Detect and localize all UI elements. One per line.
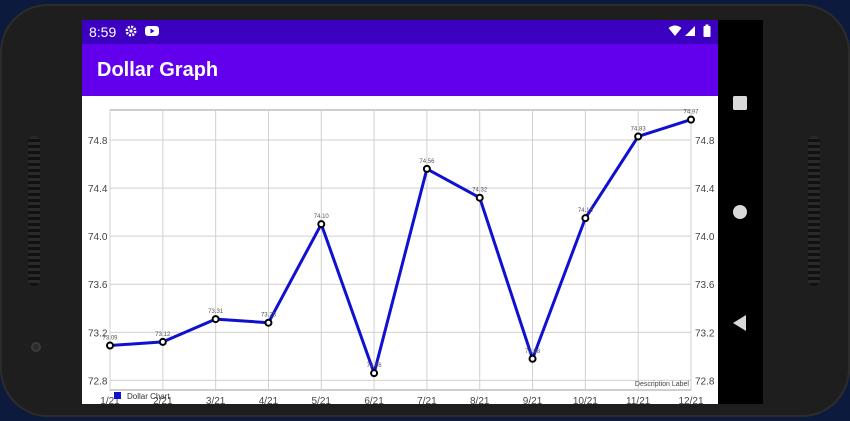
data-point (687, 115, 695, 124)
wifi-icon (668, 25, 682, 36)
data-point (528, 354, 537, 363)
data-label: 73.09 (102, 336, 118, 342)
app-title: Dollar Graph (97, 59, 219, 81)
y-tick-label-right: 74.4 (695, 184, 715, 195)
status-bar: 8:59 (82, 20, 718, 44)
x-tick-label: 4/21 (259, 396, 279, 404)
data-label: 72.98 (525, 349, 541, 355)
x-tick-label: 7/21 (417, 396, 437, 404)
settings-gear-icon (125, 25, 137, 37)
line-chart[interactable]: 72.8 72.8 73.2 73.2 73.6 73.6 74.0 74.0 74.4 74.4… (82, 96, 718, 404)
data-point (106, 341, 114, 350)
y-tick-label-right: 73.2 (695, 328, 715, 339)
y-tick-label-left: 74.4 (88, 184, 108, 195)
chart-area: 72.8 72.8 73.2 73.2 73.6 73.6 74.0 74.0 74.4 74.4… (82, 96, 718, 404)
legend-swatch (114, 392, 121, 399)
data-point (370, 369, 379, 378)
y-tick-label-right: 74.8 (695, 136, 715, 147)
y-tick-label-right: 72.8 (695, 376, 715, 387)
data-point (581, 214, 590, 223)
y-tick-label-left: 72.8 (88, 376, 108, 387)
data-point (422, 164, 431, 173)
plot-frame (109, 109, 692, 391)
navigation-bar (718, 20, 763, 404)
left-speaker-grille (28, 136, 40, 286)
data-label: 73.12 (155, 332, 171, 338)
x-tick-label: 8/21 (470, 396, 490, 404)
right-speaker-grille (808, 136, 820, 286)
y-tick-label-left: 74.0 (88, 232, 108, 243)
legend-label: Dollar Chart (127, 392, 170, 401)
home-circle-icon[interactable] (733, 205, 747, 219)
y-tick-label-right: 73.6 (695, 280, 715, 291)
data-label: 72.86 (367, 363, 383, 369)
data-label: 74.97 (683, 110, 699, 116)
data-label: 74.15 (578, 208, 594, 214)
series-line (109, 118, 692, 375)
data-label: 73.28 (261, 313, 277, 319)
data-label: 73.31 (208, 309, 224, 315)
phone-screen: 8:59 Dollar Graph 72.8 72.8 73.2 73.2 73.6 73… (82, 20, 718, 404)
front-camera (31, 342, 41, 352)
x-tick-label: 5/21 (312, 396, 332, 404)
youtube-icon (145, 26, 159, 36)
status-time: 8:59 (89, 24, 117, 40)
x-tick-label: 2/21 (153, 396, 173, 404)
data-label: 74.32 (472, 188, 488, 194)
x-tick-label: 10/21 (573, 396, 598, 404)
recent-apps-square-icon[interactable] (733, 96, 747, 110)
back-triangle-icon[interactable] (733, 315, 747, 331)
data-point (211, 315, 220, 324)
data-label: 74.10 (314, 214, 330, 220)
data-point (317, 220, 326, 229)
x-tick-label: 6/21 (364, 396, 384, 404)
data-point (634, 132, 643, 141)
data-label: 74.56 (419, 159, 435, 165)
cell-signal-icon (685, 26, 695, 36)
x-tick-label: 3/21 (206, 396, 226, 404)
data-point (264, 318, 273, 327)
x-tick-label: 1/21 (100, 396, 120, 404)
y-tick-label-left: 74.8 (88, 136, 108, 147)
description-label: Description Label (635, 381, 690, 388)
app-bar: Dollar Graph (82, 44, 718, 96)
data-label: 74.83 (631, 126, 647, 132)
data-point (475, 193, 484, 202)
x-tick-label: 11/21 (626, 396, 651, 404)
y-tick-label-right: 74.0 (695, 232, 715, 243)
x-tick-label: 12/21 (678, 396, 703, 404)
y-tick-label-left: 73.6 (88, 280, 108, 291)
battery-icon (703, 24, 711, 37)
y-tick-label-left: 73.2 (88, 328, 108, 339)
data-point (158, 337, 167, 346)
x-tick-label: 9/21 (523, 396, 543, 404)
